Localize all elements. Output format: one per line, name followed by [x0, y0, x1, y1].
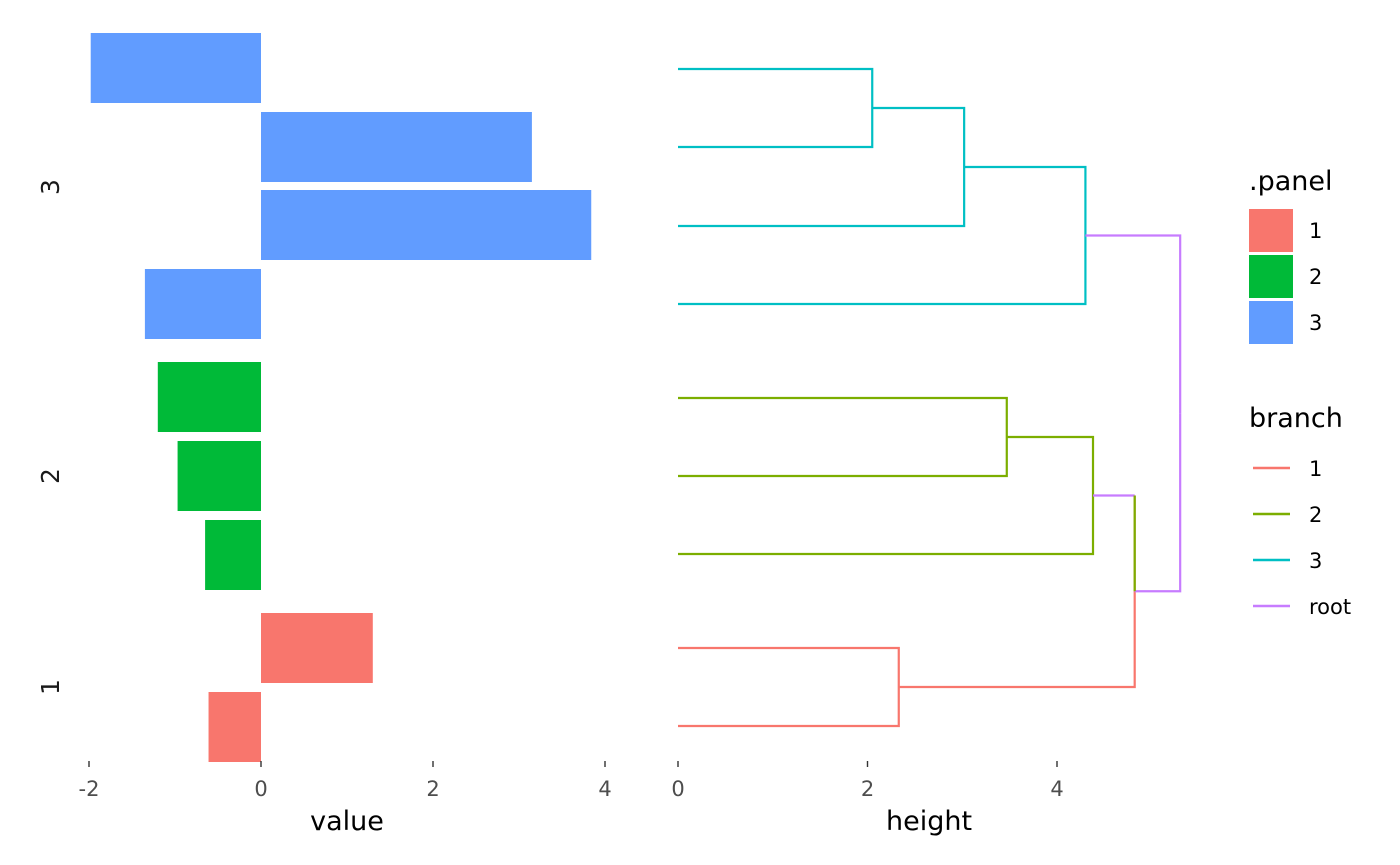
dendrogram-link [1006, 435, 1095, 496]
panel-legend-key [1249, 301, 1293, 344]
dendrogram-link [678, 235, 1087, 306]
bar-2-1 [157, 362, 261, 432]
dendrogram-link [872, 106, 966, 167]
value-axis-tick-label: 4 [598, 777, 611, 801]
dendrogram-link [678, 67, 874, 108]
dendrogram-panel: 0 2 4 height [671, 67, 1182, 837]
bar-3-1 [90, 33, 261, 103]
panel-legend-title: .panel [1249, 166, 1333, 197]
facet-label-3: 3 [36, 179, 65, 195]
value-axis-tick-label: 0 [254, 777, 267, 801]
bar-2-2 [177, 441, 261, 511]
dendrogram-link [1134, 413, 1182, 593]
dendrogram-link [678, 437, 1008, 478]
branch-legend-title: branch [1249, 403, 1343, 434]
panel-legend-label: 1 [1309, 219, 1322, 243]
dendrogram-link [678, 396, 1008, 437]
value-axis-title: value [310, 806, 384, 837]
panel-legend-label: 2 [1309, 265, 1322, 289]
dendrogram-link [678, 646, 900, 687]
facet-label-2: 2 [36, 468, 65, 484]
dendrogram-link [898, 591, 1136, 689]
dendrogram-link [678, 108, 874, 149]
dendrogram-link [1085, 234, 1182, 414]
branch-legend-label: 1 [1309, 457, 1322, 481]
facet-label-1: 1 [36, 679, 65, 695]
panel-legend-key [1249, 209, 1293, 252]
bar-2-3 [205, 520, 261, 590]
bar-1-1 [261, 613, 373, 683]
dendrogram-link [678, 495, 1095, 556]
value-axis-tick-label: 2 [426, 777, 439, 801]
dendrogram-link [678, 687, 900, 728]
value-axis-tick-label: -2 [79, 777, 100, 801]
branch-legend-label: 3 [1309, 549, 1322, 573]
panel-legend-label: 3 [1309, 311, 1322, 335]
bar-3-3 [261, 190, 592, 260]
legend: .panel 1 2 3 branch 1 2 3 root [1249, 166, 1351, 619]
height-axis-tick-label: 4 [1050, 777, 1063, 801]
height-axis-title: height [886, 806, 972, 837]
dendrogram-link [964, 165, 1087, 236]
panel-legend-key [1249, 255, 1293, 298]
bar-3-2 [261, 112, 532, 182]
height-axis-tick-label: 0 [671, 777, 684, 801]
dendrogram-link [678, 167, 966, 228]
bar-1-2 [208, 692, 261, 762]
bar-panel: 3 2 1 -2 0 2 4 value [36, 33, 612, 837]
bar-3-4 [144, 269, 261, 339]
height-axis-tick-label: 2 [861, 777, 874, 801]
branch-legend-label: 2 [1309, 503, 1322, 527]
branch-legend-label: root [1309, 595, 1351, 619]
